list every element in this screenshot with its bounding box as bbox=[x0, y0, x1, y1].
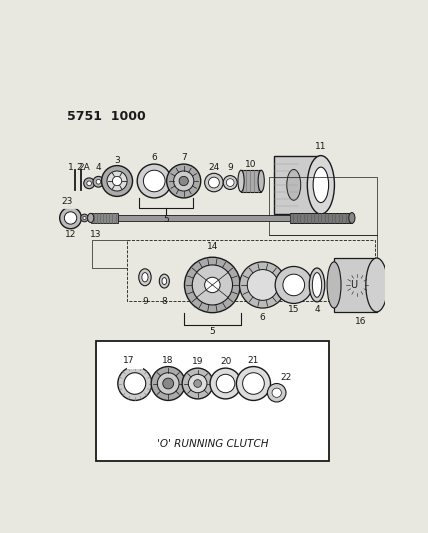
Bar bbox=[241, 170, 261, 192]
Circle shape bbox=[101, 166, 133, 196]
Ellipse shape bbox=[142, 273, 148, 282]
Text: 4: 4 bbox=[95, 163, 101, 172]
Circle shape bbox=[96, 180, 101, 184]
Circle shape bbox=[113, 176, 122, 185]
Text: 'O' RUNNING CLUTCH: 'O' RUNNING CLUTCH bbox=[157, 439, 268, 449]
Circle shape bbox=[84, 178, 95, 189]
Circle shape bbox=[163, 378, 174, 389]
Circle shape bbox=[194, 379, 202, 387]
Ellipse shape bbox=[139, 269, 151, 286]
Text: 6: 6 bbox=[260, 313, 266, 322]
Bar bbox=[269, 177, 377, 235]
Circle shape bbox=[275, 266, 312, 303]
Text: 23: 23 bbox=[62, 197, 73, 206]
Text: 1: 1 bbox=[68, 163, 74, 172]
Text: 9: 9 bbox=[142, 297, 148, 306]
Ellipse shape bbox=[88, 213, 94, 223]
Ellipse shape bbox=[313, 167, 329, 203]
Ellipse shape bbox=[162, 278, 166, 285]
Text: 2: 2 bbox=[76, 163, 82, 172]
Text: 7: 7 bbox=[181, 154, 187, 163]
Circle shape bbox=[268, 384, 286, 402]
Bar bbox=[127, 239, 375, 301]
Text: 14: 14 bbox=[207, 242, 218, 251]
Circle shape bbox=[143, 170, 165, 192]
Circle shape bbox=[247, 270, 278, 301]
Text: 9: 9 bbox=[227, 163, 233, 172]
Circle shape bbox=[188, 374, 207, 393]
Circle shape bbox=[179, 176, 188, 185]
Ellipse shape bbox=[258, 170, 265, 192]
Bar bbox=[118, 215, 296, 221]
Circle shape bbox=[283, 274, 305, 296]
Text: 3: 3 bbox=[114, 157, 120, 165]
Ellipse shape bbox=[327, 262, 341, 308]
Text: 5: 5 bbox=[209, 327, 215, 336]
Circle shape bbox=[151, 367, 185, 400]
Ellipse shape bbox=[366, 258, 387, 312]
Text: 11: 11 bbox=[315, 142, 327, 151]
Text: 8: 8 bbox=[161, 297, 167, 306]
Circle shape bbox=[93, 176, 104, 187]
Circle shape bbox=[216, 374, 235, 393]
Ellipse shape bbox=[312, 273, 322, 297]
Ellipse shape bbox=[287, 169, 301, 200]
Text: U: U bbox=[350, 280, 357, 290]
Bar bbox=[290, 213, 352, 223]
Ellipse shape bbox=[159, 274, 169, 288]
Ellipse shape bbox=[307, 156, 334, 214]
Circle shape bbox=[174, 171, 194, 191]
Text: 5751  1000: 5751 1000 bbox=[68, 110, 146, 123]
Circle shape bbox=[205, 277, 220, 293]
Circle shape bbox=[226, 179, 234, 187]
Circle shape bbox=[166, 164, 201, 198]
Circle shape bbox=[272, 388, 281, 398]
Text: 12: 12 bbox=[65, 230, 76, 239]
Circle shape bbox=[124, 373, 146, 394]
Circle shape bbox=[83, 216, 86, 220]
Text: 2A: 2A bbox=[79, 163, 90, 172]
Circle shape bbox=[208, 177, 219, 188]
Text: 21: 21 bbox=[248, 356, 259, 365]
Circle shape bbox=[80, 214, 88, 222]
Circle shape bbox=[243, 373, 265, 394]
Text: 19: 19 bbox=[192, 358, 203, 367]
Circle shape bbox=[137, 164, 171, 198]
Circle shape bbox=[182, 368, 213, 399]
Bar bbox=[91, 213, 118, 223]
Text: 15: 15 bbox=[288, 305, 300, 314]
Text: 6: 6 bbox=[152, 154, 157, 163]
Ellipse shape bbox=[238, 170, 244, 192]
Circle shape bbox=[87, 181, 92, 185]
Circle shape bbox=[118, 367, 152, 400]
Bar bbox=[334, 258, 377, 312]
Text: 17: 17 bbox=[123, 356, 134, 365]
Circle shape bbox=[158, 373, 179, 394]
Text: 16: 16 bbox=[355, 317, 367, 326]
Circle shape bbox=[192, 265, 232, 305]
Circle shape bbox=[59, 207, 81, 229]
Ellipse shape bbox=[309, 268, 325, 302]
Ellipse shape bbox=[349, 213, 355, 223]
Circle shape bbox=[240, 262, 286, 308]
Bar bbox=[274, 156, 321, 214]
Circle shape bbox=[64, 212, 77, 224]
Text: 22: 22 bbox=[280, 373, 291, 382]
Text: 4: 4 bbox=[314, 305, 320, 314]
Circle shape bbox=[107, 171, 127, 191]
Text: 13: 13 bbox=[90, 230, 102, 239]
Circle shape bbox=[205, 173, 223, 192]
Bar bbox=[96, 341, 329, 461]
Circle shape bbox=[223, 175, 237, 189]
Circle shape bbox=[236, 367, 270, 400]
Text: 10: 10 bbox=[245, 159, 257, 168]
Circle shape bbox=[184, 257, 240, 313]
Text: 20: 20 bbox=[220, 358, 231, 367]
Text: 24: 24 bbox=[208, 163, 220, 172]
Text: 5: 5 bbox=[163, 215, 169, 224]
Circle shape bbox=[210, 368, 241, 399]
Text: 18: 18 bbox=[163, 356, 174, 365]
